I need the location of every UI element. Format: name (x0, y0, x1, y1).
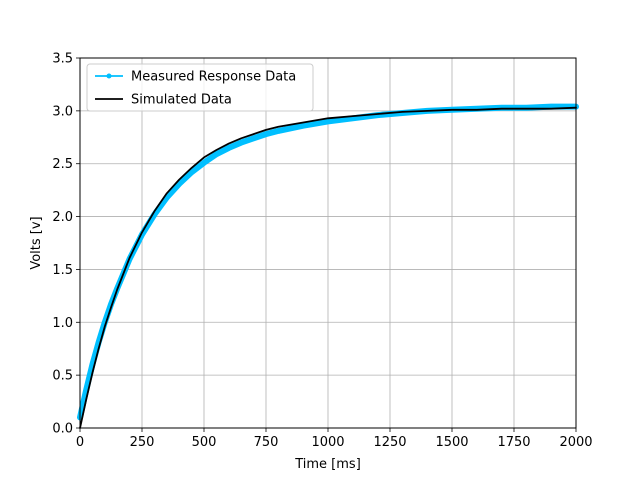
x-tick-label: 1250 (373, 435, 406, 450)
x-tick-label: 2000 (559, 435, 592, 450)
legend-entry-label: Simulated Data (131, 93, 232, 108)
y-tick-label: 3.0 (52, 104, 73, 119)
x-tick-label: 1500 (435, 435, 468, 450)
y-tick-label: 0.5 (52, 369, 73, 384)
x-tick-label: 500 (192, 435, 217, 450)
y-tick-label: 3.5 (52, 52, 73, 67)
tick-layer: 0 250 500 750 1000 1250 1500 1750 2000 0.0 0.5 1.0 1… (52, 52, 592, 451)
y-axis-label: Volts [v] (29, 216, 44, 269)
x-tick-label: 1750 (497, 435, 530, 450)
series-line-simulated (79, 106, 577, 429)
x-tick-label: 1000 (311, 435, 344, 450)
x-tick-label: 750 (254, 435, 279, 450)
y-tick-label: 1.0 (52, 316, 73, 331)
y-tick-label: 2.5 (52, 157, 73, 172)
legend-swatch-marker (106, 73, 112, 79)
legend: Measured Response Data Simulated Data (86, 63, 314, 112)
legend-entry-label: Measured Response Data (131, 70, 296, 85)
x-tick-label: 250 (130, 435, 155, 450)
y-tick-label: 0.0 (52, 422, 73, 437)
series-layer (77, 103, 579, 429)
x-tick-label: 0 (76, 435, 84, 450)
y-tick-label: 1.5 (52, 263, 73, 278)
legend-box (86, 63, 314, 112)
x-axis-label: Time [ms] (294, 457, 361, 472)
y-tick-label: 2.0 (52, 210, 73, 225)
